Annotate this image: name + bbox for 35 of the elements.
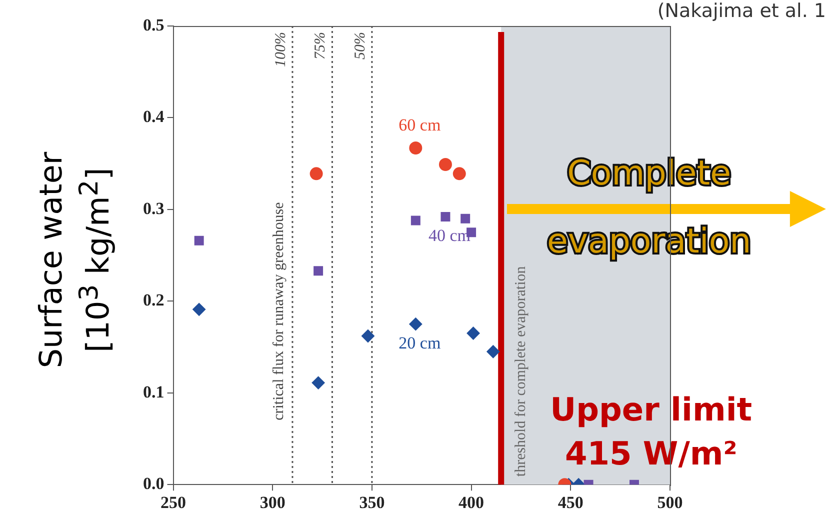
- point: [410, 216, 420, 226]
- point: [460, 214, 470, 224]
- x-tick-label: 500: [657, 493, 683, 512]
- point: [409, 141, 422, 154]
- x-tick-label: 400: [458, 493, 484, 512]
- point: [192, 302, 206, 316]
- point: [466, 326, 480, 340]
- y-tick-label: 0.1: [143, 382, 164, 402]
- point: [312, 376, 325, 390]
- y-tick-label: 0.0: [143, 474, 164, 493]
- series-label: 60 cm: [398, 115, 441, 134]
- annotation: critical flux for runaway greenhouse: [270, 202, 287, 420]
- y-tick-label: 0.3: [143, 198, 164, 218]
- point: [486, 345, 500, 358]
- point: [438, 158, 452, 171]
- point: [361, 330, 374, 343]
- point: [314, 266, 324, 276]
- y-tick-label: 0.5: [143, 15, 164, 34]
- point: [310, 167, 323, 180]
- annotation: 100%: [272, 32, 289, 67]
- x-tick-label: 450: [558, 493, 584, 512]
- point: [409, 318, 422, 331]
- y-tick-label: 0.2: [143, 290, 164, 310]
- band-label: threshold for complete evaporation: [513, 266, 530, 477]
- series-label: 20 cm: [398, 334, 441, 353]
- annotation: 75%: [312, 32, 329, 60]
- text: (Nakajima et al. 1: [657, 0, 826, 22]
- y-tick-label: 0.4: [143, 107, 165, 126]
- point: [452, 167, 466, 180]
- point: [194, 236, 204, 246]
- x-tick-label: 350: [359, 493, 385, 512]
- annotation: 50%: [352, 32, 368, 60]
- point: [440, 212, 450, 222]
- x-tick-label: 300: [260, 493, 286, 512]
- x-tick-label: 250: [160, 493, 186, 512]
